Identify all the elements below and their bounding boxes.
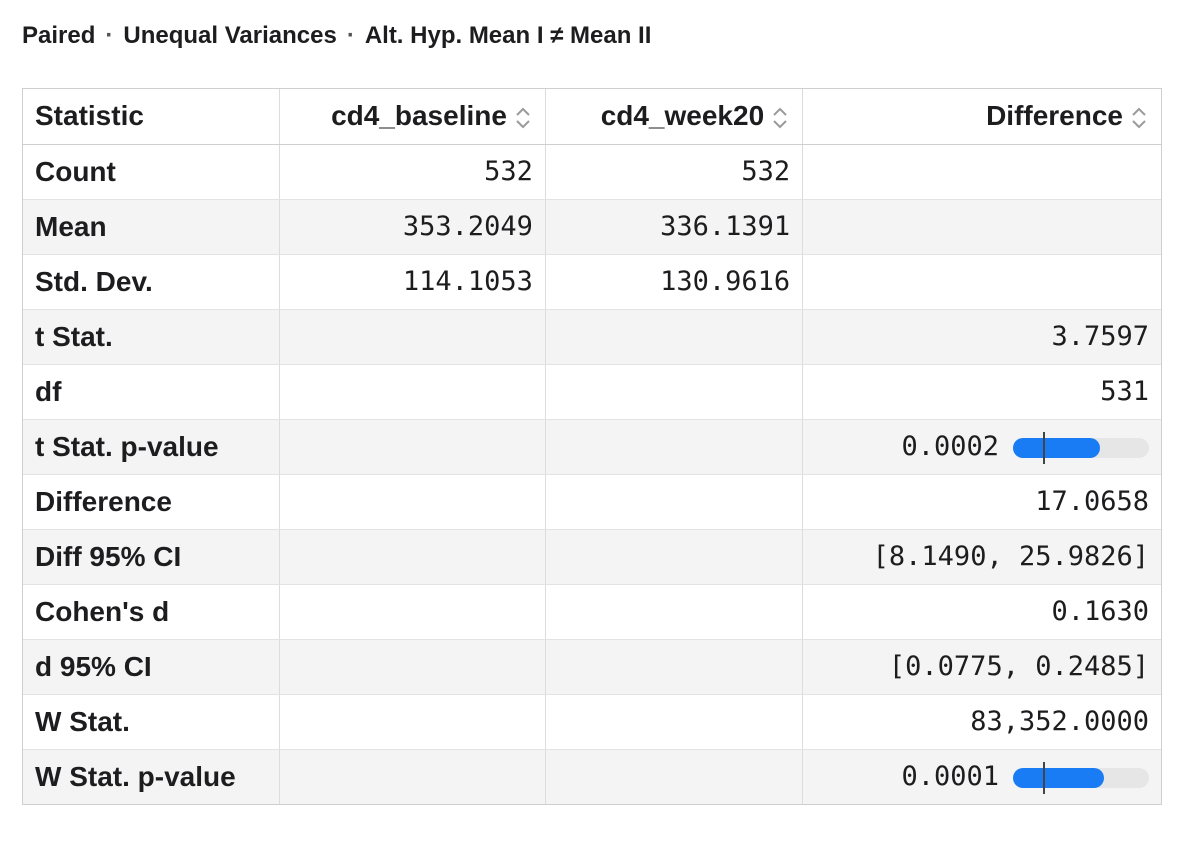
- row-label: Cohen's d: [23, 584, 280, 640]
- p-value-text: 0.0001: [901, 761, 999, 793]
- column-header-label: cd4_week20: [600, 99, 765, 131]
- table-row: Difference 17.0658: [23, 474, 1161, 530]
- cell-cd4-baseline: [279, 639, 546, 695]
- column-header-label: cd4_baseline: [331, 99, 507, 131]
- p-value-bar: [1013, 761, 1149, 794]
- cell-cd4-week20: 336.1391: [545, 199, 804, 255]
- cell-cd4-week20: [545, 584, 804, 640]
- row-label: Mean: [23, 199, 280, 255]
- table-row: df 531: [23, 364, 1161, 420]
- cell-cd4-week20: [545, 529, 804, 585]
- column-header-label: Statistic: [35, 100, 144, 132]
- row-label: t Stat.: [23, 309, 280, 365]
- cell-cd4-baseline: [279, 529, 546, 585]
- cell-difference: 0.0002: [802, 419, 1161, 475]
- cell-difference: 83,352.0000: [802, 694, 1161, 750]
- cell-cd4-baseline: [279, 694, 546, 750]
- sort-chevrons-icon[interactable]: [513, 103, 533, 133]
- p-value-threshold-marker: [1043, 761, 1045, 794]
- p-value-threshold-marker: [1043, 431, 1045, 464]
- row-label: Count: [23, 144, 280, 200]
- table-row: Cohen's d 0.1630: [23, 584, 1161, 640]
- cell-difference: 17.0658: [802, 474, 1161, 530]
- cell-cd4-week20: [545, 309, 804, 365]
- cell-difference: 0.1630: [802, 584, 1161, 640]
- row-label: W Stat.: [23, 694, 280, 750]
- sort-chevrons-icon[interactable]: [1129, 103, 1149, 133]
- variance-setting: Unequal Variances: [123, 22, 337, 49]
- cell-difference: 531: [802, 364, 1161, 420]
- sort-chevrons-icon[interactable]: [770, 103, 790, 133]
- test-type: Paired: [22, 22, 96, 49]
- separator: ·: [105, 22, 114, 49]
- cell-difference: [0.0775, 0.2485]: [802, 639, 1161, 695]
- table-row: t Stat. p-value 0.0002: [23, 419, 1161, 475]
- results-table: Statistic cd4_baseline cd4_week20 Differ…: [22, 88, 1162, 805]
- p-value-bar: [1013, 431, 1149, 464]
- cell-cd4-baseline: [279, 364, 546, 420]
- cell-cd4-week20: [545, 364, 804, 420]
- alt-hypothesis: Alt. Hyp. Mean I ≠ Mean II: [364, 22, 652, 49]
- column-header-label: Difference: [986, 99, 1123, 131]
- row-label: d 95% CI: [23, 639, 280, 695]
- table-row: Diff 95% CI [8.1490, 25.9826]: [23, 529, 1161, 585]
- cell-cd4-baseline: 114.1053: [279, 254, 546, 310]
- table-row: W Stat. 83,352.0000: [23, 694, 1161, 750]
- row-label: df: [23, 364, 280, 420]
- cell-difference: [802, 144, 1161, 200]
- cell-cd4-baseline: 532: [279, 144, 546, 200]
- cell-cd4-baseline: [279, 749, 546, 804]
- cell-cd4-baseline: [279, 474, 546, 530]
- cell-difference: [802, 254, 1161, 310]
- cell-cd4-week20: 130.9616: [545, 254, 804, 310]
- cell-difference: 0.0001: [802, 749, 1161, 804]
- column-header-statistic: Statistic: [23, 89, 280, 145]
- cell-cd4-week20: [545, 639, 804, 695]
- cell-cd4-baseline: [279, 309, 546, 365]
- cell-difference: [802, 199, 1161, 255]
- row-label: t Stat. p-value: [23, 419, 280, 475]
- row-label: W Stat. p-value: [23, 749, 280, 804]
- table-row: W Stat. p-value 0.0001: [23, 749, 1161, 804]
- cell-cd4-week20: 532: [545, 144, 804, 200]
- table-row: d 95% CI [0.0775, 0.2485]: [23, 639, 1161, 695]
- cell-cd4-week20: [545, 419, 804, 475]
- cell-difference: 3.7597: [802, 309, 1161, 365]
- row-label: Difference: [23, 474, 280, 530]
- table-row: Mean 353.2049 336.1391: [23, 199, 1161, 255]
- row-label: Diff 95% CI: [23, 529, 280, 585]
- cell-cd4-baseline: [279, 419, 546, 475]
- cell-cd4-baseline: [279, 584, 546, 640]
- column-header-cd4-baseline[interactable]: cd4_baseline: [279, 89, 546, 145]
- cell-cd4-baseline: 353.2049: [279, 199, 546, 255]
- cell-cd4-week20: [545, 749, 804, 804]
- column-header-cd4-week20[interactable]: cd4_week20: [545, 89, 804, 145]
- cell-cd4-week20: [545, 694, 804, 750]
- cell-difference: [8.1490, 25.9826]: [802, 529, 1161, 585]
- p-value-bar-fill: [1013, 767, 1105, 788]
- p-value-text: 0.0002: [901, 431, 999, 462]
- table-row: Count 532 532: [23, 144, 1161, 200]
- row-label: Std. Dev.: [23, 254, 280, 310]
- cell-cd4-week20: [545, 474, 804, 530]
- table-row: Std. Dev. 114.1053 130.9616: [23, 254, 1161, 310]
- test-settings-summary: Paired · Unequal Variances · Alt. Hyp. Mean …: [22, 22, 651, 50]
- column-header-difference[interactable]: Difference: [802, 89, 1161, 145]
- table-row: t Stat. 3.7597: [23, 309, 1161, 365]
- separator: ·: [346, 22, 355, 49]
- p-value-bar-fill: [1013, 437, 1101, 458]
- table-header-row: Statistic cd4_baseline cd4_week20 Differ…: [23, 89, 1161, 145]
